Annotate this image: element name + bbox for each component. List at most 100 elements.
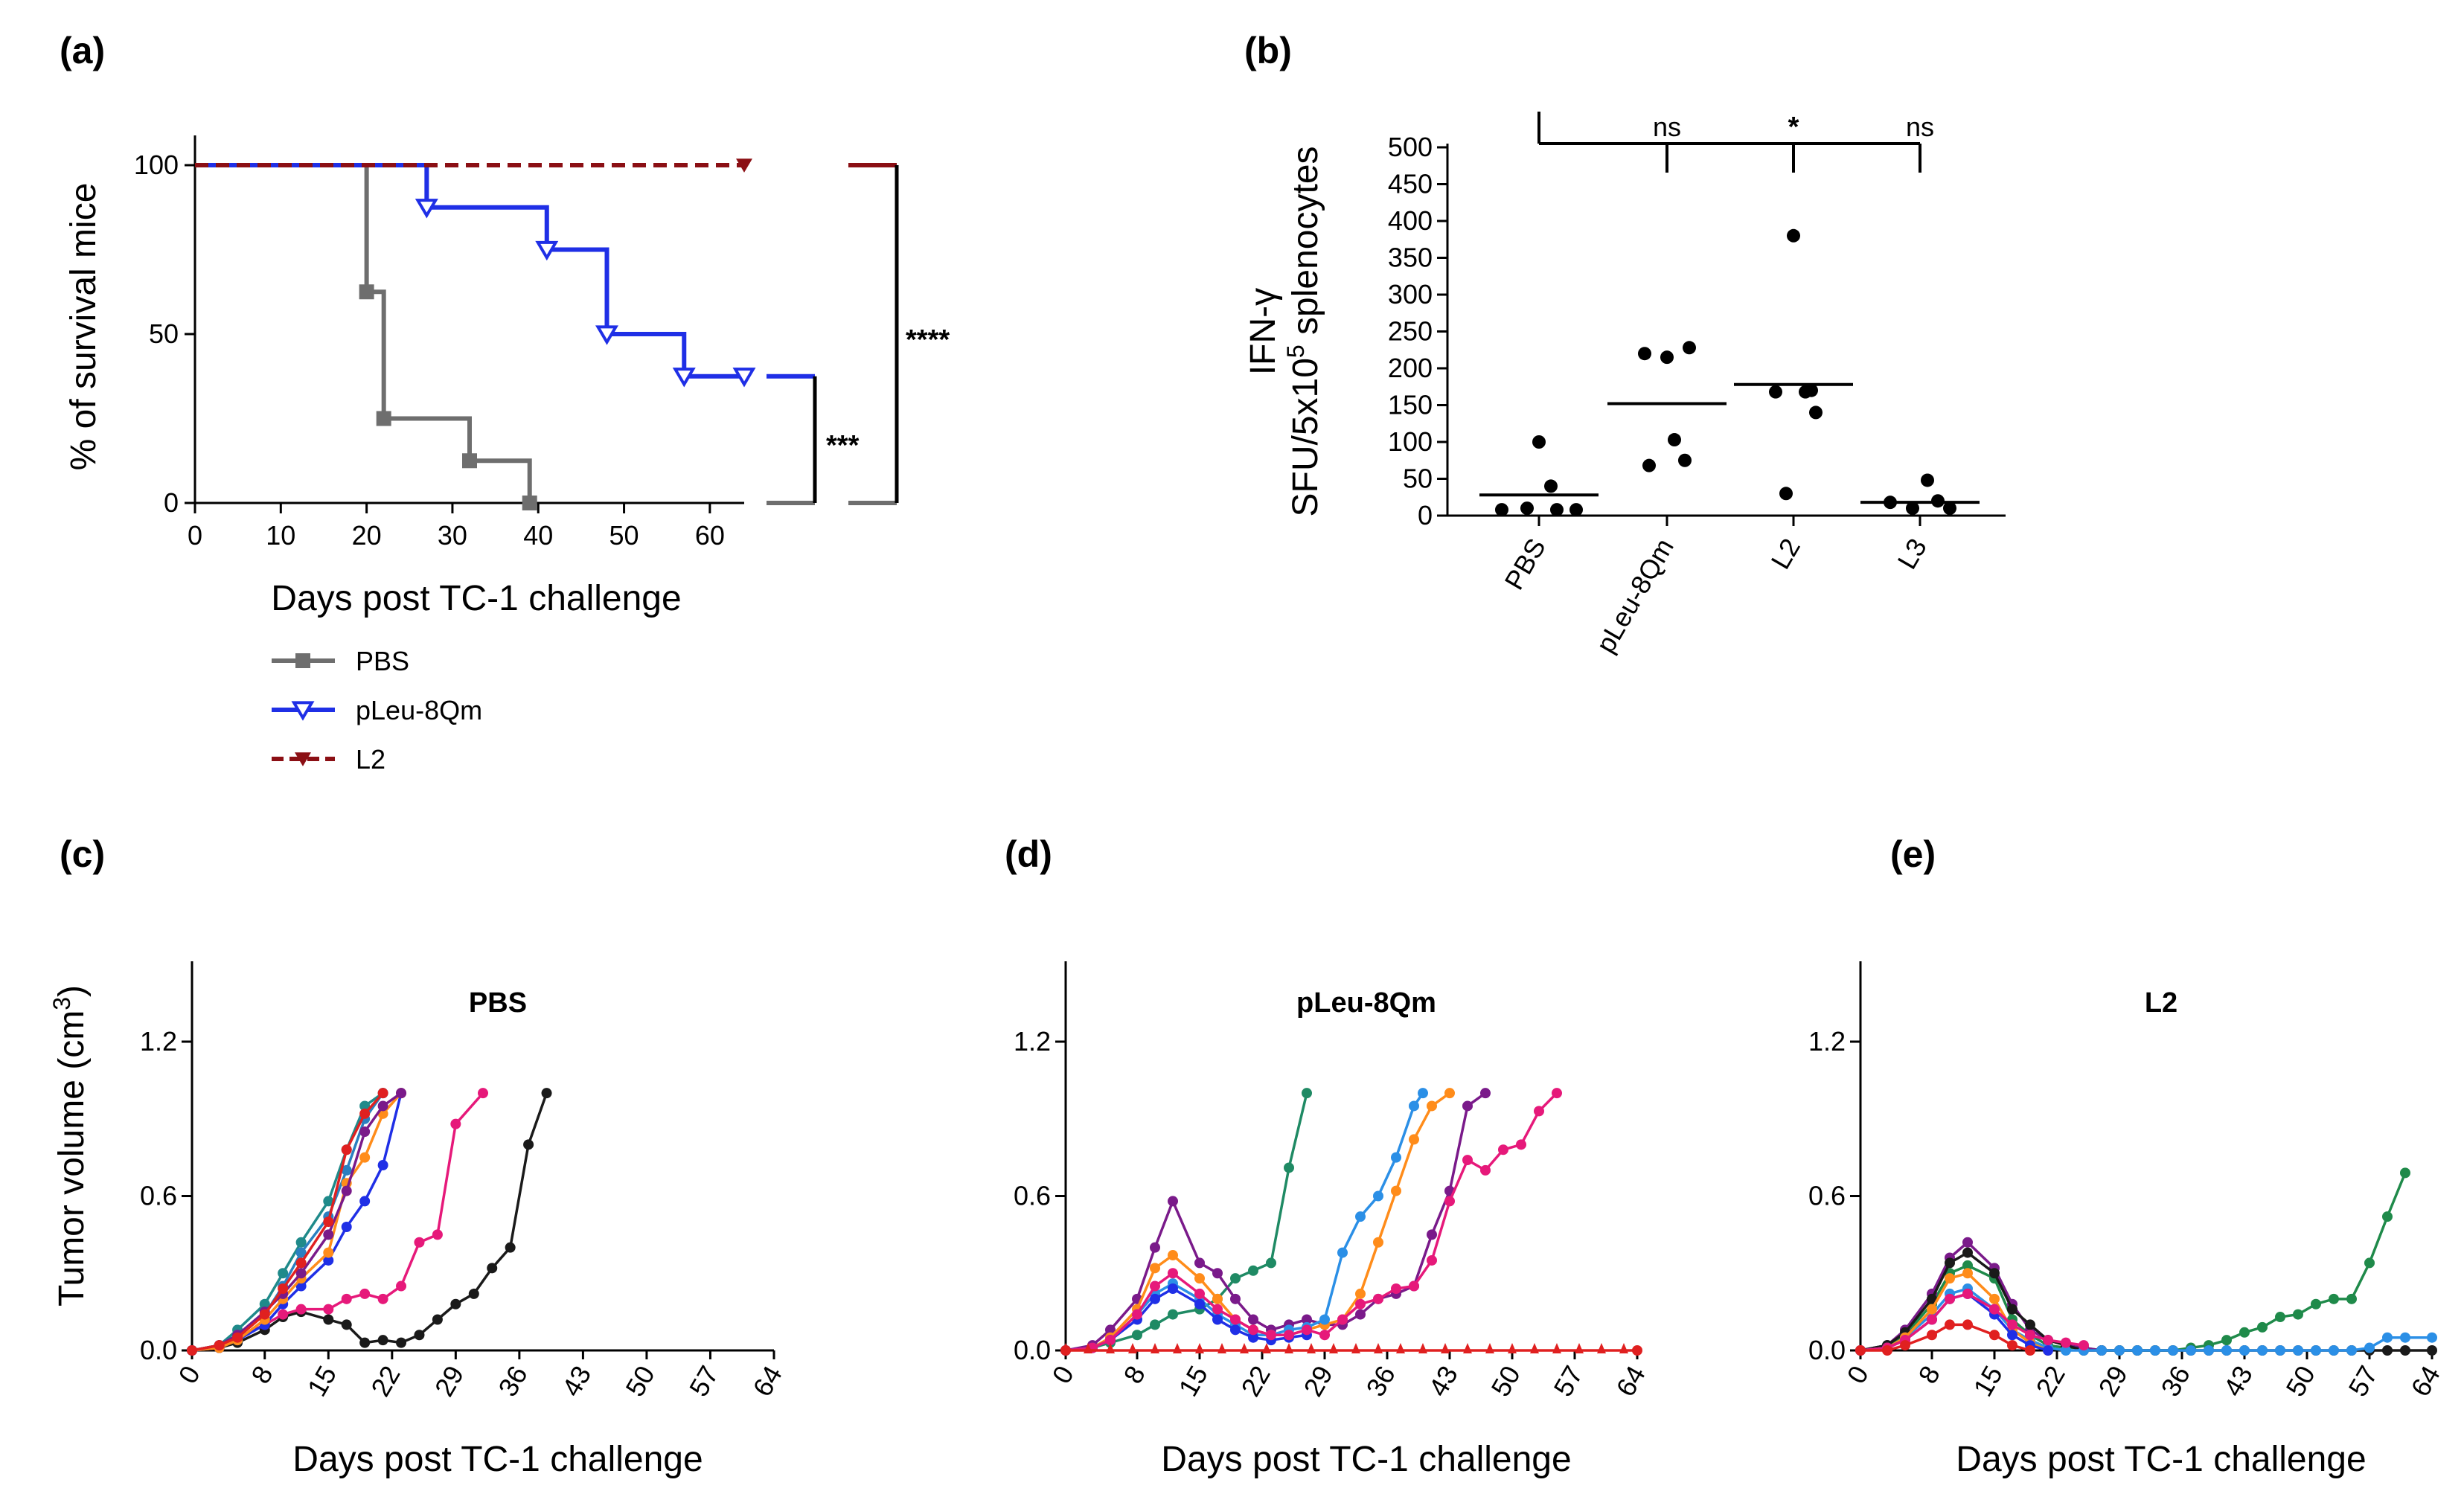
data-point-2 <box>1168 1250 1178 1261</box>
data-point-3 <box>2132 1345 2143 1356</box>
data-point-3 <box>2293 1345 2303 1356</box>
data-point-6 <box>396 1088 407 1099</box>
y-tick-label: 50 <box>1403 464 1433 494</box>
data-point-2 <box>295 1237 307 1248</box>
data-point-3 <box>1418 1088 1428 1099</box>
data-point-1 <box>377 1293 388 1304</box>
significance-label: * <box>1788 112 1799 143</box>
data-point-0 <box>396 1337 407 1348</box>
data-point-1 <box>1962 1237 1973 1248</box>
data-point-0 <box>505 1242 516 1253</box>
data-point-1 <box>1355 1309 1366 1320</box>
data-point-4 <box>1927 1304 1937 1315</box>
data-point-6 <box>2061 1337 2071 1348</box>
data-point-1 <box>341 1293 352 1304</box>
data-point-1 <box>450 1118 461 1129</box>
zero-marker <box>1463 1343 1472 1353</box>
data-point-2 <box>323 1196 334 1207</box>
data-point-0 <box>2257 1321 2268 1333</box>
data-point-6 <box>2025 1330 2035 1341</box>
data-point-7 <box>1962 1319 1973 1330</box>
marker-pleu-8qm <box>535 240 559 261</box>
data-point-0 <box>1302 1088 1312 1099</box>
marker-pbs <box>522 496 537 510</box>
data-point-3 <box>2204 1345 2214 1356</box>
data-point-5 <box>1355 1298 1366 1310</box>
y-axis-title: % of survival mice <box>64 183 103 471</box>
data-point-6 <box>2007 1319 2017 1330</box>
data-point-0 <box>377 1335 388 1346</box>
zero-marker <box>1284 1343 1293 1353</box>
y-tick-label: 50 <box>149 318 179 349</box>
data-point-0 <box>359 1337 371 1348</box>
data-point-5 <box>1552 1088 1562 1099</box>
zero-marker <box>1240 1343 1249 1353</box>
data-point-0 <box>2221 1335 2232 1346</box>
legend-label-pbs: PBS <box>356 646 409 676</box>
data-point-3 <box>2114 1345 2125 1356</box>
data-point-0 <box>2329 1293 2339 1304</box>
data-point-5 <box>1373 1293 1383 1304</box>
data-point-1 <box>396 1280 407 1292</box>
x-axis-title: Days post TC-1 challenge <box>1161 1440 1571 1479</box>
data-point-0 <box>1230 1273 1241 1284</box>
data-point-5 <box>1480 1164 1491 1176</box>
data-point-6 <box>1989 1304 2000 1315</box>
data-point-5 <box>1212 1304 1223 1315</box>
zero-marker <box>1217 1343 1226 1353</box>
data-point-4 <box>359 1196 371 1207</box>
data-point-5 <box>1168 1268 1178 1279</box>
data-point-1 <box>278 1309 289 1320</box>
data-point-2 <box>2427 1345 2437 1356</box>
data-point-6 <box>377 1100 388 1112</box>
y-axis-title-line2: SFU/5x105 splenocytes <box>1282 146 1325 516</box>
data-point-5 <box>1319 1330 1330 1341</box>
series-line-pleu-8qm <box>195 163 744 379</box>
marker-pleu-8qm <box>732 368 756 388</box>
data-point-3 <box>2150 1345 2160 1356</box>
panel-label-a: (a) <box>60 30 105 71</box>
panel-label-b: (b) <box>1244 30 1292 71</box>
legend-marker-pbs <box>295 653 310 668</box>
data-point-l2 <box>1799 385 1812 399</box>
data-point-l2 <box>1787 228 1800 243</box>
y-tick-label: 450 <box>1388 169 1433 199</box>
marker-pbs <box>462 453 477 469</box>
y-tick-label: 0.0 <box>1808 1335 1846 1365</box>
data-point-5 <box>1150 1280 1160 1292</box>
data-point-7 <box>1989 1330 2000 1341</box>
data-point-pleu-8qm <box>1678 453 1692 467</box>
data-point-5 <box>1248 1324 1258 1336</box>
data-point-1 <box>1150 1242 1160 1253</box>
data-point-5 <box>2043 1345 2053 1356</box>
data-point-3 <box>2311 1345 2321 1356</box>
zero-marker <box>1374 1343 1383 1353</box>
data-point-7 <box>214 1340 225 1351</box>
marker-pleu-8qm <box>415 199 438 219</box>
data-point-3 <box>2061 1345 2071 1356</box>
data-point-3 <box>295 1247 307 1258</box>
data-point-5 <box>1534 1106 1544 1117</box>
data-point-4 <box>1989 1293 2000 1304</box>
data-point-2 <box>1962 1247 1973 1258</box>
x-tick-label: 20 <box>352 520 382 551</box>
data-point-5 <box>1409 1280 1419 1292</box>
marker-pleu-8qm <box>672 368 696 388</box>
data-point-1 <box>1248 1314 1258 1325</box>
data-point-4 <box>377 1160 388 1170</box>
zero-marker <box>1128 1343 1137 1353</box>
data-point-7 <box>295 1257 307 1269</box>
data-point-4 <box>1962 1268 1973 1279</box>
data-point-0 <box>2293 1309 2303 1320</box>
x-axis-title: Days post TC-1 challenge <box>271 579 681 618</box>
data-point-5 <box>1516 1139 1526 1150</box>
y-axis-title-line1: IFN-γ <box>1244 288 1283 375</box>
data-point-5 <box>1337 1314 1348 1325</box>
data-point-l2 <box>1809 405 1823 420</box>
data-point-7 <box>1882 1345 1892 1356</box>
chart-title: L2 <box>2145 987 2177 1019</box>
data-point-6 <box>323 1229 334 1240</box>
data-point-2 <box>1150 1263 1160 1274</box>
data-point-3 <box>2427 1332 2437 1343</box>
data-point-6 <box>295 1268 307 1279</box>
